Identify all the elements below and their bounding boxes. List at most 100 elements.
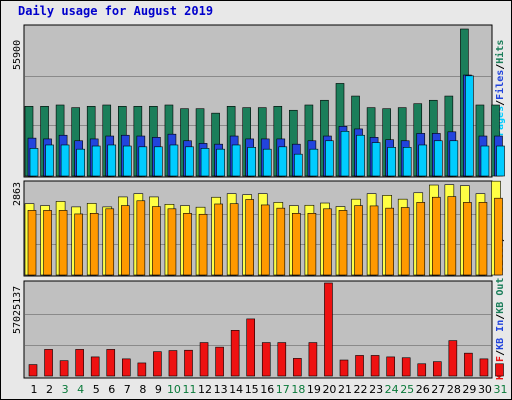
bar-pages-day-8 bbox=[138, 146, 148, 177]
bar-sites-day-21 bbox=[338, 210, 348, 276]
bar-sites-day-14 bbox=[229, 203, 239, 276]
x-tick-label: 27 bbox=[431, 383, 445, 396]
x-tick-label: 25 bbox=[400, 383, 414, 396]
bar-pages-day-5 bbox=[91, 145, 101, 177]
bar-pages-day-19 bbox=[309, 148, 319, 177]
bar-pages-day-29 bbox=[465, 75, 474, 177]
bar-pages-day-30 bbox=[480, 145, 490, 177]
bar-pages-day-9 bbox=[154, 146, 163, 177]
bar-kb-f-day-6 bbox=[106, 349, 116, 377]
bar-kb-f-day-10 bbox=[168, 350, 178, 377]
bar-kb-f-day-25 bbox=[401, 357, 411, 377]
bar-sites-day-13 bbox=[214, 203, 223, 276]
bar-kb-f-day-13 bbox=[215, 346, 224, 377]
x-tick-label: 11 bbox=[183, 383, 197, 396]
bar-kb-f-day-18 bbox=[293, 358, 302, 377]
bar-pages-day-27 bbox=[433, 140, 443, 177]
bar-kb-f-day-9 bbox=[153, 351, 162, 377]
bar-pages-day-21 bbox=[340, 130, 350, 177]
bar-pages-day-24 bbox=[387, 147, 396, 177]
bar-kb-f-day-15 bbox=[246, 318, 255, 377]
bar-kb-f-day-16 bbox=[261, 342, 271, 377]
bar-kb-f-day-31 bbox=[495, 363, 504, 377]
bar-pages-day-31 bbox=[496, 145, 505, 177]
bar-sites-day-19 bbox=[307, 213, 317, 276]
bar-kb-f-day-21 bbox=[339, 359, 349, 377]
x-tick-label: 29 bbox=[462, 383, 476, 396]
x-tick-label: 28 bbox=[447, 383, 461, 396]
bar-sites-day-31 bbox=[494, 197, 503, 276]
bar-kb-f-day-29 bbox=[464, 352, 473, 377]
bar-kb-f-day-17 bbox=[277, 342, 287, 377]
x-tick-label: 20 bbox=[322, 383, 336, 396]
bar-sites-day-27 bbox=[431, 196, 441, 276]
bar-pages-day-15 bbox=[247, 147, 256, 177]
x-tick-label: 8 bbox=[139, 383, 146, 396]
x-tick-label: 6 bbox=[108, 383, 115, 396]
bar-pages-day-6 bbox=[107, 144, 117, 177]
x-tick-label: 4 bbox=[77, 383, 84, 396]
bar-kb-f-day-20 bbox=[324, 282, 333, 377]
bar-pages-day-22 bbox=[356, 134, 365, 177]
bar-kb-f-day-28 bbox=[448, 340, 458, 377]
bar-sites-day-17 bbox=[276, 207, 286, 276]
bar-sites-day-29 bbox=[463, 202, 472, 276]
bar-pages-day-11 bbox=[185, 146, 194, 177]
bar-sites-day-4 bbox=[74, 213, 83, 276]
x-tick-label: 3 bbox=[62, 383, 69, 396]
bar-pages-day-7 bbox=[123, 145, 132, 177]
bar-kb-f-day-3 bbox=[59, 360, 69, 377]
bar-sites-day-28 bbox=[447, 196, 457, 276]
bar-kb-f-day-11 bbox=[184, 349, 193, 377]
plot-area-3 bbox=[23, 280, 493, 379]
bar-sites-day-3 bbox=[58, 210, 68, 276]
bar-pages-day-13 bbox=[216, 148, 225, 177]
bar-pages-day-23 bbox=[371, 142, 381, 177]
bar-sites-day-18 bbox=[292, 213, 301, 276]
bar-sites-day-23 bbox=[369, 205, 379, 276]
bar-kb-f-day-14 bbox=[230, 330, 240, 377]
bar-pages-day-3 bbox=[60, 144, 70, 177]
bar-pages-day-14 bbox=[231, 144, 241, 177]
bar-pages-day-17 bbox=[278, 146, 288, 177]
x-tick-label: 12 bbox=[198, 383, 212, 396]
bar-pages-day-25 bbox=[402, 147, 412, 177]
x-tick-label: 2 bbox=[46, 383, 53, 396]
x-tick-label: 30 bbox=[478, 383, 492, 396]
bar-pages-day-10 bbox=[169, 144, 179, 177]
x-tick-label: 21 bbox=[338, 383, 352, 396]
chart-title: Daily usage for August 2019 bbox=[18, 4, 214, 18]
x-tick-label: 9 bbox=[155, 383, 162, 396]
bar-sites-day-22 bbox=[354, 205, 363, 276]
bar-sites-day-5 bbox=[89, 213, 99, 276]
bar-kb-f-day-19 bbox=[308, 342, 318, 377]
bar-sites-day-7 bbox=[121, 205, 130, 276]
x-tick-label: 31 bbox=[494, 383, 508, 396]
bar-kb-f-day-22 bbox=[355, 355, 364, 377]
x-tick-label: 15 bbox=[245, 383, 259, 396]
bar-sites-day-30 bbox=[478, 202, 488, 276]
bar-sites-day-2 bbox=[43, 210, 52, 276]
bar-sites-day-6 bbox=[105, 208, 115, 276]
bar-pages-day-12 bbox=[200, 148, 210, 177]
bar-kb-f-day-8 bbox=[137, 362, 147, 377]
bar-pages-day-26 bbox=[418, 144, 428, 177]
bar-pages-day-1 bbox=[29, 148, 39, 177]
x-tick-label: 16 bbox=[260, 383, 274, 396]
x-tick-label: 23 bbox=[369, 383, 383, 396]
x-tick-label: 1 bbox=[31, 383, 38, 396]
bar-sites-day-9 bbox=[152, 206, 161, 276]
bar-kb-f-day-7 bbox=[122, 358, 131, 377]
bar-pages-day-18 bbox=[294, 153, 303, 177]
x-tick-label: 13 bbox=[214, 383, 228, 396]
bar-sites-day-26 bbox=[416, 202, 426, 276]
bar-kb-f-day-12 bbox=[199, 342, 209, 377]
bar-kb-f-day-23 bbox=[370, 355, 380, 377]
bar-pages-day-20 bbox=[325, 140, 334, 177]
x-tick-label: 24 bbox=[385, 383, 399, 396]
bar-pages-day-28 bbox=[449, 140, 459, 177]
bar-pages-day-16 bbox=[262, 148, 272, 177]
x-tick-label: 10 bbox=[167, 383, 181, 396]
bar-kb-f-day-26 bbox=[417, 363, 427, 377]
bar-kb-f-day-27 bbox=[432, 361, 442, 377]
